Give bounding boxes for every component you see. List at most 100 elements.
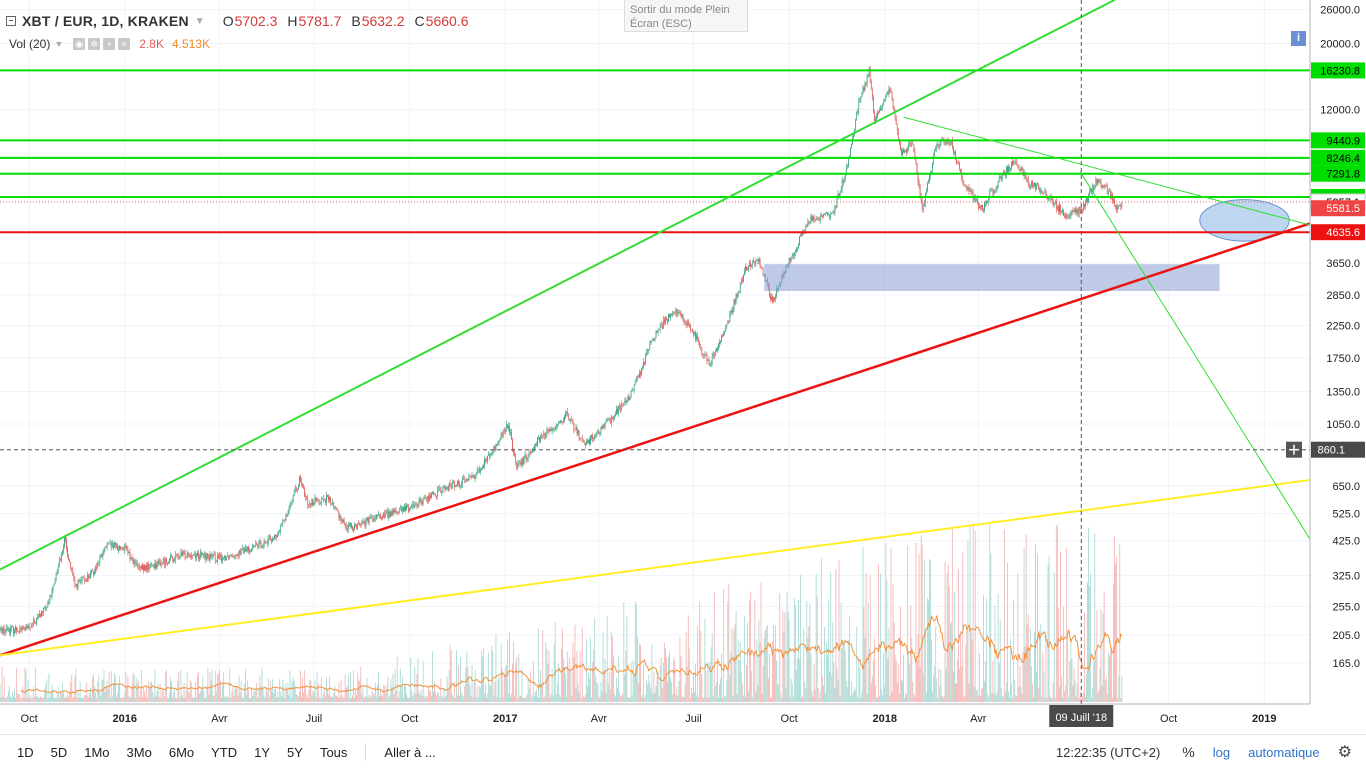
candle-body [485,459,486,461]
close-icon[interactable]: × [118,38,130,50]
volume-bar [894,622,895,702]
volume-bar [413,694,414,702]
candle-body [202,554,203,556]
symbol-title[interactable]: XBT / EUR, 1D, KRAKEN [22,13,189,29]
candle-body [611,417,612,424]
settings-icon[interactable]: ✲ [88,38,100,50]
timeframe-1d[interactable]: 1D [17,745,34,760]
timeframe-6mo[interactable]: 6Mo [169,745,194,760]
timeframe-3mo[interactable]: 3Mo [127,745,152,760]
volume-bar [457,695,458,702]
clock[interactable]: 12:22:35 (UTC+2) [1056,745,1160,760]
candle-body [629,396,630,400]
volume-bar [295,686,296,702]
timeframe-ytd[interactable]: YTD [211,745,237,760]
candle-body [432,492,433,493]
timeframe-1mo[interactable]: 1Mo [84,745,109,760]
volume-bar [131,697,132,702]
chevron-down-icon[interactable]: ▼ [54,39,63,49]
chevron-down-icon[interactable]: ▼ [195,16,205,27]
volume-bar [237,686,238,702]
candle-body [76,584,77,585]
candle-body [543,433,544,436]
candle-body [595,435,596,437]
volume-bar [146,687,147,702]
candle-body [386,511,387,514]
candle-body [601,427,602,433]
percent-scale-button[interactable]: % [1182,744,1194,760]
volume-bar [837,667,838,702]
candle-body [850,148,851,156]
log-scale-button[interactable]: log [1213,745,1230,760]
candle-body [44,607,45,608]
volume-bar [75,669,76,702]
volume-bar [568,668,569,702]
volume-bar [1054,572,1055,702]
candle-body [646,353,647,355]
candle-body [908,144,909,150]
candle-body [98,563,99,564]
candle-body [628,396,629,400]
candle-body [114,543,115,548]
volume-bar [84,695,85,702]
volume-bar [8,691,9,702]
volume-bar [1096,610,1097,702]
volume-bar [47,698,48,702]
timeframe-5y[interactable]: 5Y [287,745,303,760]
candle-body [1086,198,1087,202]
add-icon[interactable]: + [103,38,115,50]
timeframe-5d[interactable]: 5D [51,745,68,760]
candle-body [498,442,499,445]
auto-scale-button[interactable]: automatique [1248,745,1320,760]
candle-body [609,419,610,420]
volume-bar [996,696,997,702]
candle-body [1107,187,1108,194]
candle-body [238,556,239,557]
candle-body [1118,207,1119,208]
gear-icon[interactable]: ⚙ [1338,742,1352,762]
candle-body [650,341,651,344]
volume-bar [945,561,946,702]
volume-bar [374,695,375,702]
candle-body [835,206,836,213]
volume-bar [490,686,491,702]
eye-icon[interactable]: ◉ [73,38,85,50]
candle-body [434,494,435,495]
volume-bar [1011,684,1012,702]
timeframe-all[interactable]: Tous [320,745,347,760]
volume-label[interactable]: Vol (20) [9,37,50,51]
candle-body [509,426,510,432]
candle-body [552,430,553,431]
candle-body [857,112,858,113]
volume-bar [812,691,813,702]
candle-body [322,498,323,499]
volume-bar [696,695,697,702]
volume-bar [71,675,72,702]
volume-bar [916,543,917,702]
candle-body [1065,215,1066,218]
candle-body [848,158,849,167]
crosshair-date-label: 09 Juill '18 [1055,712,1107,724]
candle-body [1102,186,1103,188]
volume-bar [77,698,78,702]
volume-bar [815,690,816,702]
candle-body [7,628,8,631]
volume-bar [717,658,718,702]
price-chart[interactable]: 26000.020000.012000.03650.02850.02250.01… [0,0,1366,734]
collapse-icon[interactable] [6,16,16,26]
candle-body [91,571,92,572]
info-icon[interactable]: i [1291,31,1306,46]
candle-body [889,89,890,94]
candle-body [1072,210,1073,212]
candle-body [545,434,546,438]
volume-bar [750,592,751,702]
volume-bar [411,690,412,702]
volume-bar [598,696,599,702]
volume-bar [532,698,533,702]
candle-body [263,546,264,547]
candle-body [422,502,423,505]
volume-bar [959,669,960,702]
candle-body [430,496,431,498]
goto-date-button[interactable]: Aller à ... [384,745,435,760]
timeframe-1y[interactable]: 1Y [254,745,270,760]
